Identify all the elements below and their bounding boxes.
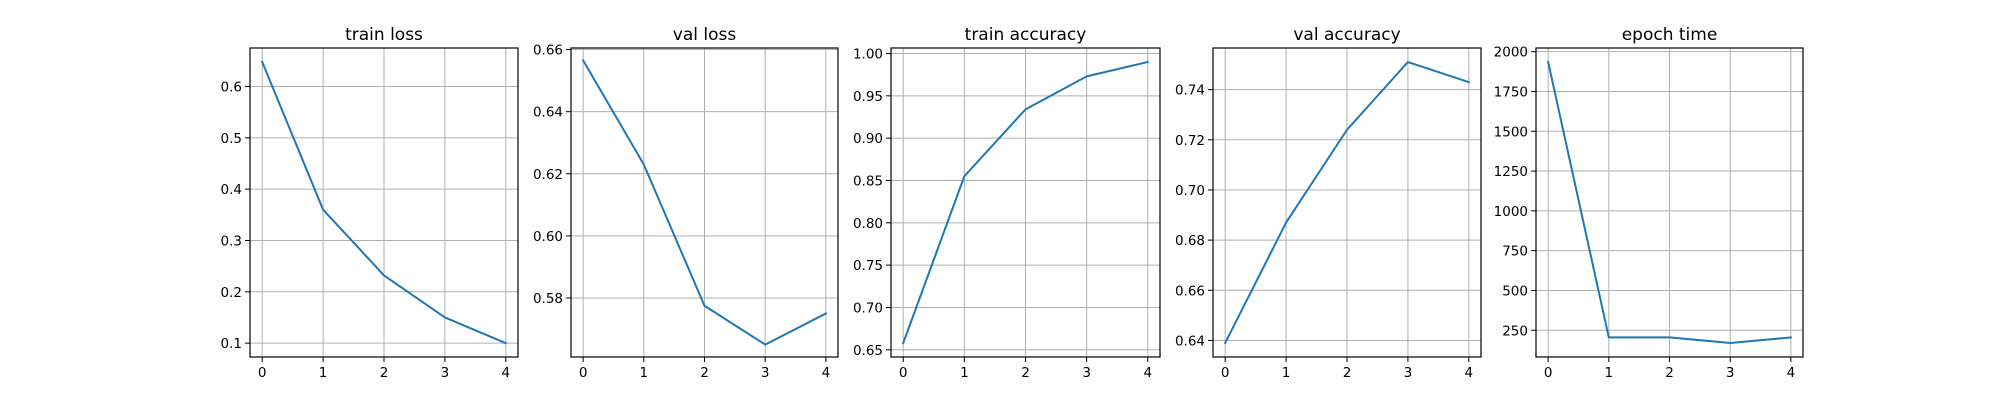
y-tick-label: 1500 bbox=[1494, 124, 1528, 140]
y-tick-label: 1750 bbox=[1494, 84, 1528, 100]
x-tick-label: 4 bbox=[1465, 365, 1474, 381]
series-line bbox=[1223, 61, 1471, 345]
y-tick-label: 0.58 bbox=[533, 291, 563, 307]
x-tick-label: 4 bbox=[1143, 365, 1152, 381]
y-tick-label: 0.64 bbox=[1175, 333, 1205, 349]
series-line bbox=[260, 60, 508, 345]
y-tick-label: 250 bbox=[1502, 323, 1528, 339]
y-tick-label: 0.3 bbox=[221, 233, 242, 249]
y-tick-label: 1000 bbox=[1494, 204, 1528, 220]
y-tick-label: 0.2 bbox=[221, 285, 242, 301]
x-tick-label: 4 bbox=[1787, 365, 1796, 381]
subplot-2: 0 1 2 3 4 0.58 0.60 0.62 0.64 0.66 val loss bbox=[533, 25, 839, 381]
x-tick-label: 2 bbox=[380, 365, 389, 381]
y-tick-label: 500 bbox=[1502, 283, 1528, 299]
subplot-title: train loss bbox=[345, 25, 423, 45]
y-tick-label: 0.80 bbox=[853, 216, 883, 232]
subplot-title: val accuracy bbox=[1293, 25, 1400, 45]
x-tick-label: 3 bbox=[1082, 365, 1091, 381]
x-tick-label: 0 bbox=[899, 365, 908, 381]
x-tick-label: 2 bbox=[1665, 365, 1674, 381]
subplot-1: 0 1 2 3 4 0.1 0.2 0.3 0.4 0.5 0.6 train loss bbox=[221, 25, 519, 381]
y-tick-label: 0.64 bbox=[533, 105, 563, 121]
y-tick-label: 0.6 bbox=[221, 79, 242, 95]
x-tick-label: 2 bbox=[1343, 365, 1352, 381]
y-tick-label: 0.1 bbox=[221, 336, 242, 352]
x-tick-label: 1 bbox=[1605, 365, 1614, 381]
x-tick-label: 4 bbox=[822, 365, 831, 381]
y-tick-label: 1.00 bbox=[853, 47, 883, 63]
x-tick-label: 2 bbox=[700, 365, 709, 381]
y-tick-label: 0.74 bbox=[1175, 83, 1205, 99]
y-tick-label: 0.60 bbox=[533, 229, 563, 245]
x-tick-label: 1 bbox=[319, 365, 328, 381]
x-tick-label: 3 bbox=[441, 365, 450, 381]
y-tick-label: 0.65 bbox=[853, 343, 883, 359]
y-tick-label: 0.5 bbox=[221, 131, 242, 147]
x-tick-label: 0 bbox=[1221, 365, 1230, 381]
series-line bbox=[1546, 60, 1792, 344]
y-tick-label: 0.70 bbox=[1175, 183, 1205, 199]
x-tick-label: 1 bbox=[1282, 365, 1291, 381]
y-tick-label: 0.62 bbox=[533, 167, 563, 183]
y-tick-label: 1250 bbox=[1494, 164, 1528, 180]
subplot-5: 0 1 2 3 4 250 500 750 1000 1250 1500 1750 2000 epoch … bbox=[1494, 25, 1804, 381]
x-tick-label: 3 bbox=[1726, 365, 1735, 381]
y-tick-label: 0.4 bbox=[221, 182, 242, 198]
y-tick-label: 0.66 bbox=[533, 43, 563, 59]
y-tick-label: 0.95 bbox=[853, 89, 883, 105]
subplot-3: 0 1 2 3 4 0.65 0.70 0.75 0.80 0.85 0.90 0.95 1.00 tra… bbox=[853, 25, 1161, 381]
subplot-title: train accuracy bbox=[965, 25, 1087, 45]
x-tick-label: 3 bbox=[761, 365, 770, 381]
x-tick-label: 1 bbox=[640, 365, 649, 381]
y-tick-label: 0.68 bbox=[1175, 233, 1205, 249]
x-tick-label: 2 bbox=[1021, 365, 1030, 381]
series-line bbox=[901, 60, 1149, 345]
y-tick-label: 750 bbox=[1502, 244, 1528, 260]
subplot-title: val loss bbox=[673, 25, 737, 45]
y-tick-label: 2000 bbox=[1494, 45, 1528, 61]
x-tick-label: 3 bbox=[1404, 365, 1413, 381]
y-tick-label: 0.85 bbox=[853, 173, 883, 189]
y-tick-label: 0.72 bbox=[1175, 133, 1205, 149]
y-tick-label: 0.90 bbox=[853, 131, 883, 147]
x-tick-label: 0 bbox=[1544, 365, 1553, 381]
x-tick-label: 1 bbox=[960, 365, 969, 381]
x-tick-label: 0 bbox=[258, 365, 267, 381]
x-tick-label: 0 bbox=[579, 365, 588, 381]
series-line bbox=[581, 59, 828, 346]
subplot-title: epoch time bbox=[1622, 25, 1718, 45]
y-tick-label: 0.70 bbox=[853, 300, 883, 316]
x-tick-label: 4 bbox=[502, 365, 511, 381]
y-tick-label: 0.75 bbox=[853, 258, 883, 274]
subplot-4: 0 1 2 3 4 0.64 0.66 0.68 0.70 0.72 0.74 val accurac… bbox=[1175, 25, 1482, 381]
y-tick-label: 0.66 bbox=[1175, 283, 1205, 299]
